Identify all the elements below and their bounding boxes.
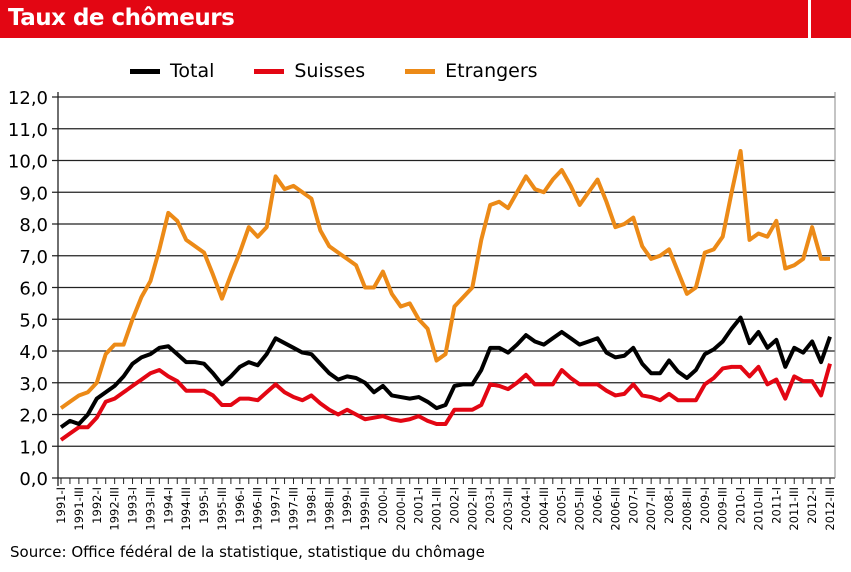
y-tick-label: 6,0 <box>19 279 48 300</box>
x-tick-label: 2011-I <box>769 487 783 524</box>
x-tick-label: 2011-III <box>787 487 801 531</box>
x-tick-label: 2010-III <box>751 487 765 531</box>
series-line-etrangers <box>59 148 830 410</box>
x-tick-label: 1994-I <box>161 487 175 524</box>
x-tick-label: 1992-III <box>108 487 122 531</box>
series-line-total <box>59 315 832 429</box>
x-tick-label: 1992-I <box>90 487 104 524</box>
x-tick-label: 2006-I <box>591 487 605 524</box>
x-tick-label: 1993-I <box>126 487 140 524</box>
x-tick-label: 1998-I <box>304 487 318 524</box>
x-tick-label: 1998-III <box>322 487 336 531</box>
x-tick-label: 2012-III <box>823 487 837 531</box>
legend-label-total: Total <box>170 60 215 82</box>
x-tick-label: 2005-III <box>573 487 587 531</box>
x-tick-label: 2003-III <box>501 487 515 531</box>
x-tick-label: 2004-III <box>537 487 551 531</box>
y-tick-label: 5,0 <box>19 310 48 331</box>
legend-label-suisses: Suisses <box>294 60 366 82</box>
x-tick-label: 1991-III <box>72 487 86 531</box>
legend: Total Suisses Etrangers <box>130 60 538 82</box>
y-tick-label: 2,0 <box>19 406 48 427</box>
source-note: Source: Office fédéral de la statistique… <box>10 543 485 561</box>
legend-item-suisses: Suisses <box>254 60 365 82</box>
x-tick-label: 2005-I <box>555 487 569 524</box>
legend-swatch-suisses <box>254 68 285 74</box>
x-tick-label: 2008-I <box>662 487 676 524</box>
x-tick-label: 2002-I <box>447 487 461 524</box>
x-tick-label: 1995-I <box>197 487 211 524</box>
x-tick-label: 2009-I <box>698 487 712 524</box>
title-bar: Taux de chômeurs <box>0 0 808 38</box>
y-tick-label: 12,0 <box>8 88 48 109</box>
x-tick-label: 2000-I <box>376 487 390 524</box>
x-tick-label: 2002-III <box>465 487 479 531</box>
x-tick-label: 2000-III <box>394 487 408 531</box>
x-tick-label: 2006-III <box>608 487 622 531</box>
legend-item-etrangers: Etrangers <box>405 60 538 82</box>
x-tick-label: 1996-I <box>233 487 247 524</box>
legend-swatch-total <box>130 68 160 74</box>
x-tick-label: 2009-III <box>716 487 730 531</box>
x-tick-label: 1999-III <box>358 487 372 531</box>
y-tick-label: 11,0 <box>8 120 48 141</box>
x-tick-label: 2007-III <box>644 487 658 531</box>
x-tick-label: 1997-I <box>269 487 283 524</box>
x-tick-label: 1996-III <box>251 487 265 531</box>
y-tick-label: 8,0 <box>19 215 48 236</box>
y-tick-label: 10,0 <box>8 152 48 173</box>
x-tick-label: 2007-I <box>626 487 640 524</box>
legend-label-etrangers: Etrangers <box>445 60 538 82</box>
x-tick-label: 1994-III <box>179 487 193 531</box>
x-tick-label: 2001-III <box>430 487 444 531</box>
x-tick-label: 2008-III <box>680 487 694 531</box>
x-tick-label: 2004-I <box>519 487 533 524</box>
x-tick-label: 2001-I <box>412 487 426 524</box>
y-tick-label: 1,0 <box>19 437 48 458</box>
x-tick-label: 1991-I <box>54 487 68 524</box>
y-tick-label: 9,0 <box>19 183 48 204</box>
x-tick-label: 1993-III <box>143 487 157 531</box>
y-tick-label: 3,0 <box>19 374 48 395</box>
x-tick-label: 1995-III <box>215 487 229 531</box>
chart-title: Taux de chômeurs <box>8 5 235 31</box>
y-tick-label: 7,0 <box>19 247 48 268</box>
legend-item-total: Total <box>130 60 214 82</box>
y-tick-label: 0,0 <box>19 469 48 490</box>
x-tick-label: 2003-I <box>483 487 497 524</box>
x-tick-label: 1997-III <box>286 487 300 531</box>
x-tick-label: 1999-I <box>340 487 354 524</box>
x-tick-label: 2010-I <box>734 487 748 524</box>
x-tick-label: 2012-I <box>805 487 819 524</box>
title-bar-end <box>811 0 851 38</box>
legend-swatch-etrangers <box>405 68 436 74</box>
y-tick-label: 4,0 <box>19 342 48 363</box>
